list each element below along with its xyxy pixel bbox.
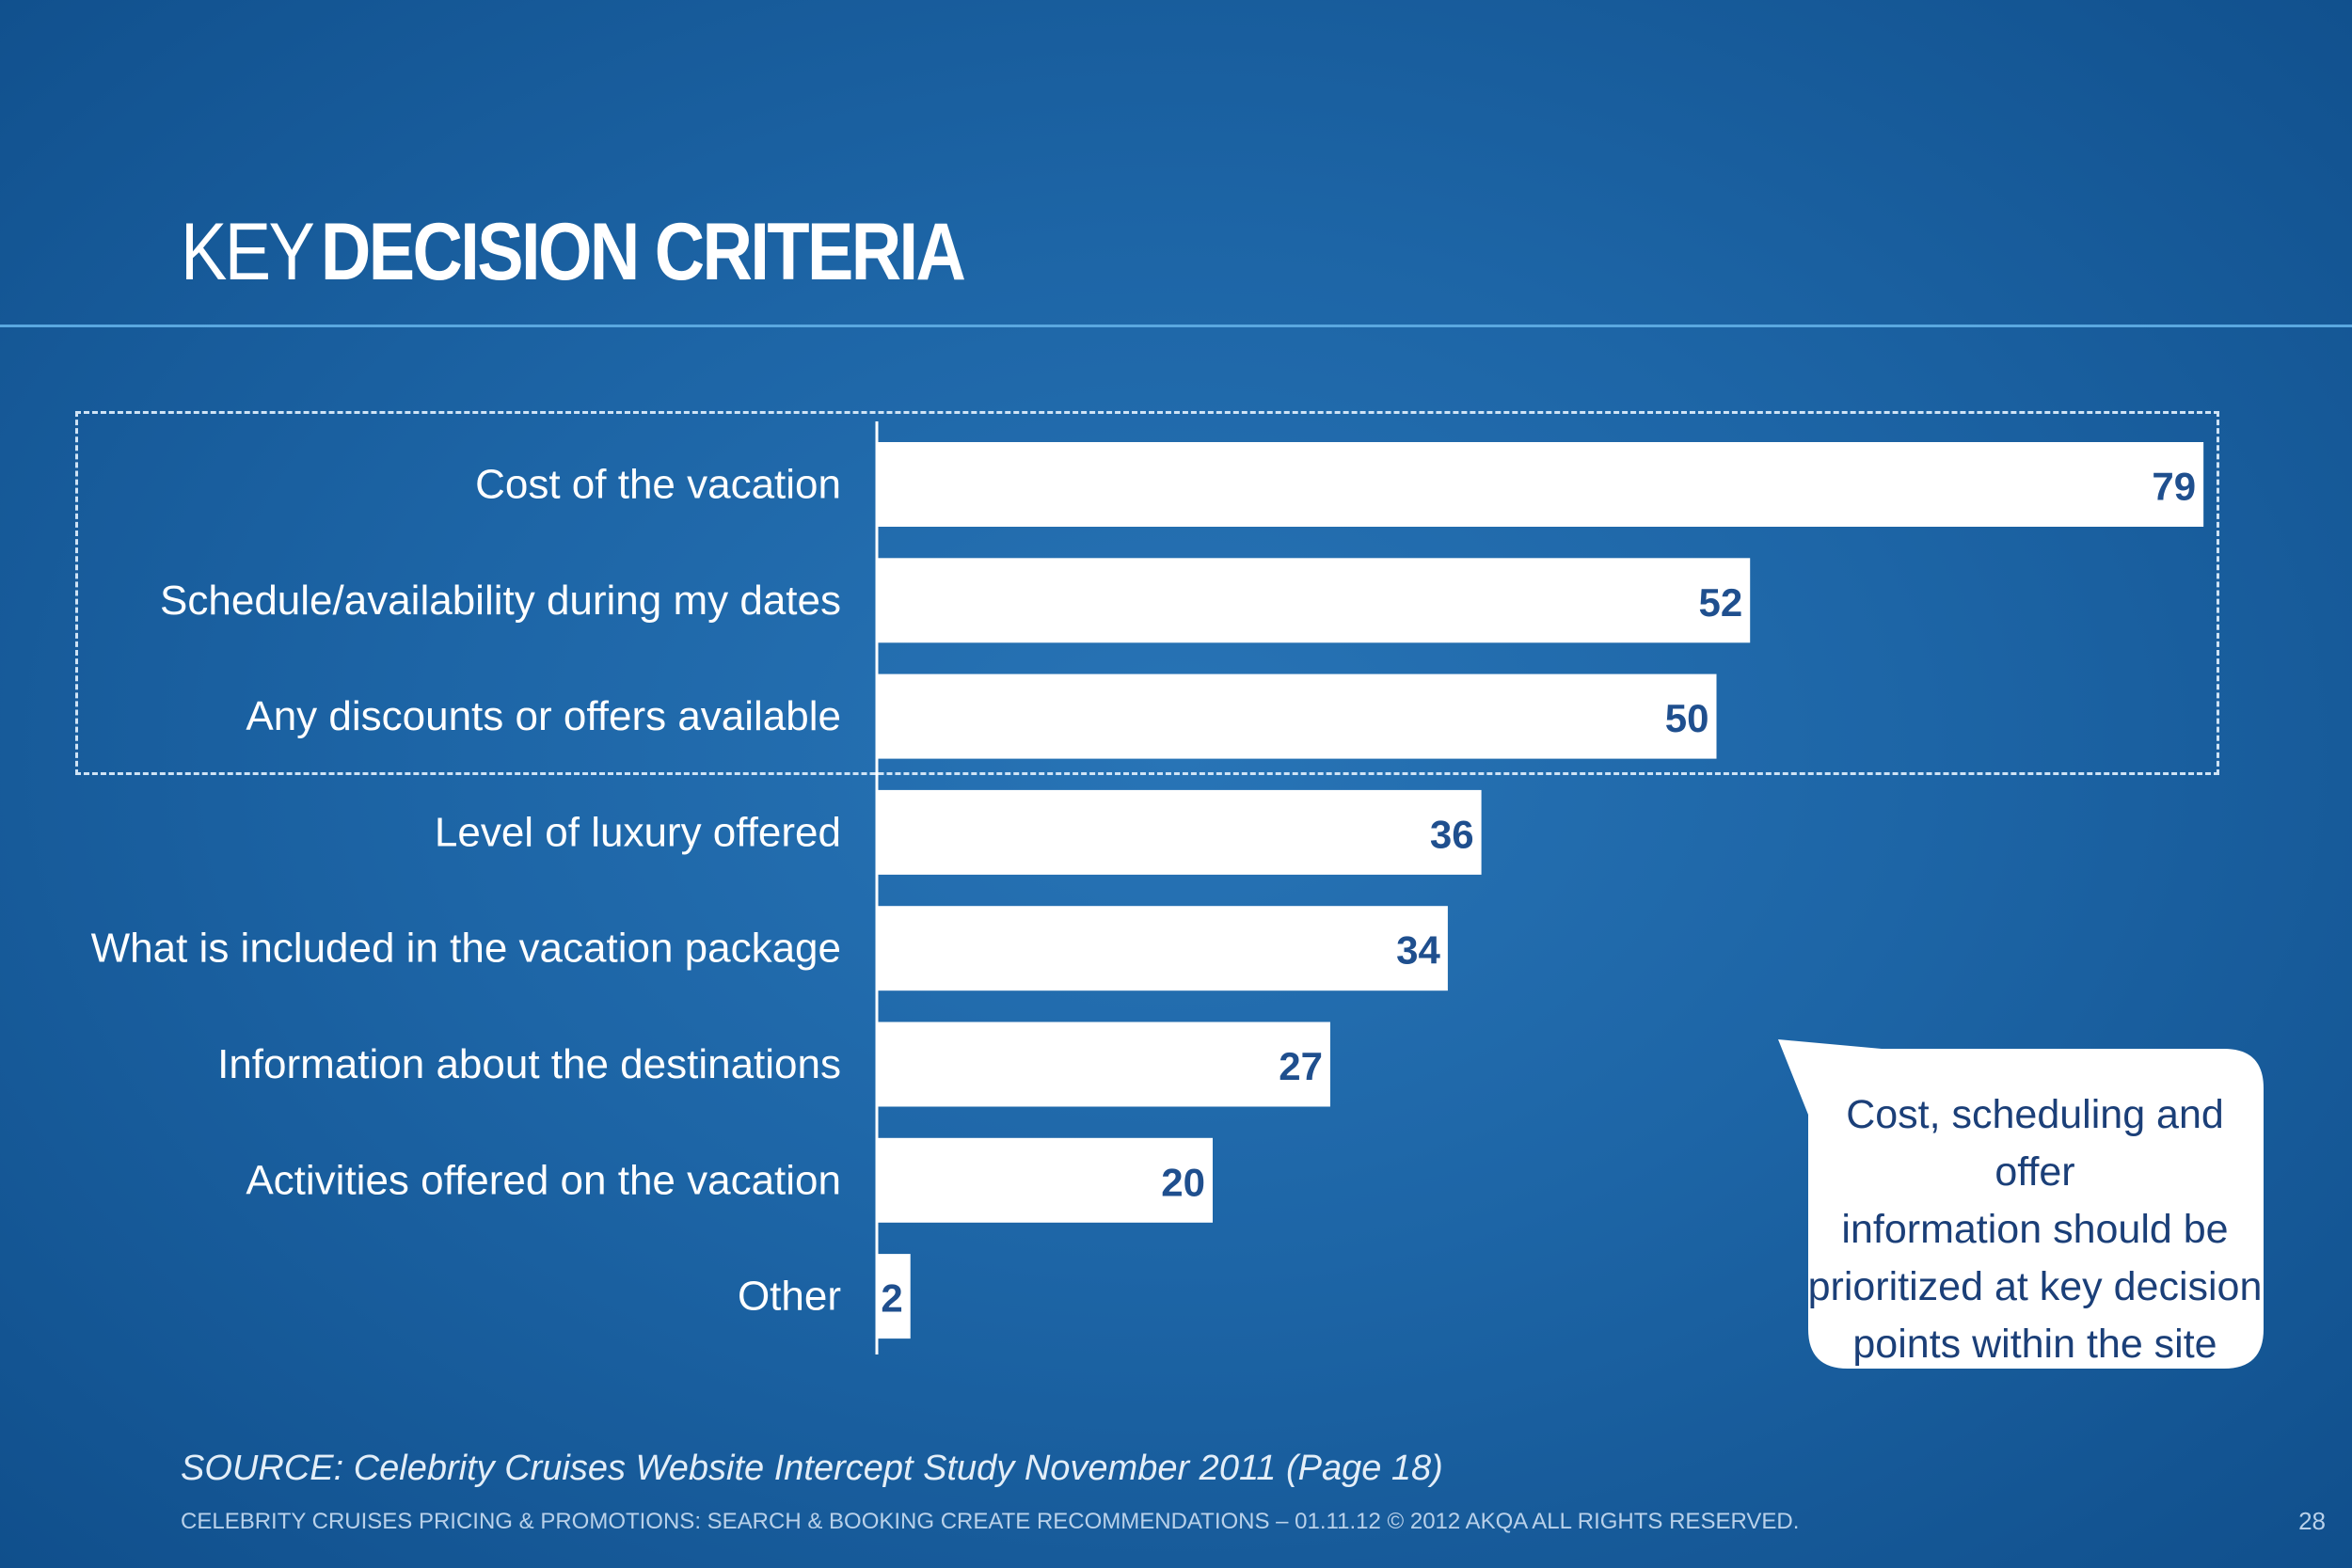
bar xyxy=(877,673,1717,759)
value-label: 79 xyxy=(2152,465,2196,509)
title-light: KEY xyxy=(181,207,315,297)
category-label: Schedule/availability during my dates xyxy=(160,578,841,624)
category-label: Cost of the vacation xyxy=(475,462,841,508)
callout-text: Cost, scheduling and offer information s… xyxy=(1804,1086,2265,1373)
bar xyxy=(877,442,2204,527)
category-label: Information about the destinations xyxy=(217,1041,841,1087)
callout-line: points within the site xyxy=(1852,1322,2217,1367)
bar-chart: Cost of the vacation 79 Schedule/availabil… xyxy=(91,442,2204,1339)
value-label: 50 xyxy=(1665,696,1709,740)
category-label: Activities offered on the vacation xyxy=(246,1157,841,1203)
callout-line: prioritized at key decision xyxy=(1807,1264,2263,1309)
bar xyxy=(877,1022,1330,1107)
highlight-box xyxy=(75,411,2219,775)
callout-bubble xyxy=(1778,1039,2264,1369)
bar xyxy=(877,906,1448,991)
category-label: Other xyxy=(738,1274,841,1320)
value-label: 34 xyxy=(1396,928,1440,973)
value-label: 36 xyxy=(1430,812,1474,856)
bar xyxy=(877,1254,911,1339)
value-label: 2 xyxy=(881,1276,902,1321)
bar xyxy=(877,1137,1213,1223)
bar xyxy=(877,558,1751,643)
category-label: Level of luxury offered xyxy=(435,809,841,855)
page-title: KEY DECISION CRITERIA xyxy=(181,212,966,293)
page-number: 28 xyxy=(2298,1507,2326,1535)
callout-line: Cost, scheduling and offer xyxy=(1846,1092,2224,1195)
value-label: 52 xyxy=(1698,580,1742,625)
category-label: Any discounts or offers available xyxy=(246,693,841,739)
bar xyxy=(877,789,1482,875)
footer-text: CELEBRITY CRUISES PRICING & PROMOTIONS: … xyxy=(181,1509,1800,1534)
source-note: SOURCE: Celebrity Cruises Website Interc… xyxy=(181,1449,1443,1488)
value-label: 20 xyxy=(1161,1160,1205,1204)
callout-line: information should be xyxy=(1841,1207,2229,1252)
title-divider xyxy=(0,325,2352,327)
title-bold: DECISION CRITERIA xyxy=(320,207,966,297)
callout-shape xyxy=(1778,1039,2264,1369)
value-label: 27 xyxy=(1279,1044,1323,1088)
category-label: What is included in the vacation package xyxy=(91,926,841,972)
